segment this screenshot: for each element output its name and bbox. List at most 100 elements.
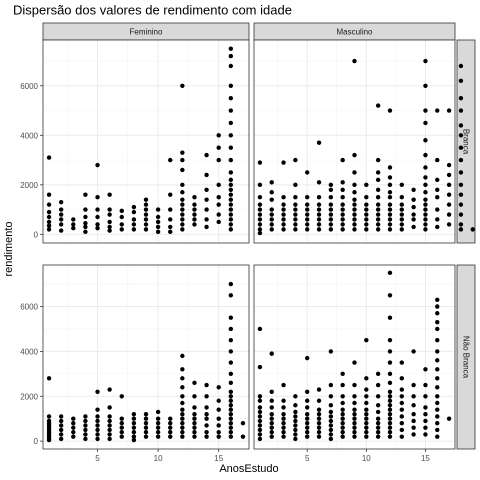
data-point [180, 434, 185, 439]
data-point [375, 217, 381, 222]
data-point [435, 337, 440, 343]
data-point [192, 429, 197, 435]
data-point [95, 207, 100, 212]
data-point [293, 207, 298, 212]
data-point [168, 217, 173, 222]
data-point [257, 207, 263, 212]
data-point [180, 197, 185, 202]
data-point [458, 227, 464, 232]
data-point [281, 195, 286, 200]
data-point [155, 420, 161, 426]
data-point [257, 414, 263, 419]
data-point [328, 202, 334, 207]
data-point [281, 212, 286, 217]
data-point [257, 423, 263, 428]
data-point [155, 429, 161, 435]
data-point [364, 212, 369, 217]
data-point [364, 407, 369, 412]
data-point [435, 320, 440, 325]
data-point [180, 420, 185, 426]
data-point [228, 337, 234, 343]
data-point [399, 207, 404, 212]
data-point [46, 192, 52, 197]
data-point [180, 207, 185, 212]
data-point [446, 416, 452, 421]
data-point [228, 416, 234, 421]
facet-strip-col-label: Feminino [130, 28, 163, 37]
data-point [364, 416, 369, 421]
data-point [316, 420, 322, 426]
data-point [269, 217, 274, 222]
data-point [58, 432, 64, 437]
data-point [446, 162, 452, 168]
data-point [257, 409, 263, 415]
data-point [228, 293, 234, 298]
data-point [71, 225, 76, 231]
x-tick-label: 15 [421, 454, 430, 463]
data-point [46, 414, 52, 419]
data-point [305, 227, 310, 232]
data-point [458, 170, 464, 175]
data-point [375, 187, 381, 192]
data-point [228, 212, 234, 217]
data-point [46, 437, 52, 443]
data-point [281, 382, 286, 388]
data-point [375, 195, 381, 200]
data-point [446, 172, 452, 178]
data-point [131, 416, 137, 421]
data-point [46, 219, 52, 225]
data-point [364, 222, 369, 227]
data-point [435, 207, 440, 212]
data-point [305, 202, 310, 207]
facet-panel: 5 10 15 [253, 264, 456, 463]
data-point [257, 212, 263, 217]
data-point [131, 227, 137, 232]
data-point [257, 364, 263, 370]
data-point [352, 152, 357, 158]
data-point [352, 190, 357, 195]
data-point [293, 409, 298, 415]
data-point [180, 150, 185, 155]
data-point [399, 202, 404, 207]
data-point [192, 420, 197, 426]
data-point [352, 207, 357, 212]
data-point [305, 420, 310, 426]
data-point [269, 180, 274, 185]
data-point [180, 385, 185, 390]
data-point [131, 222, 137, 227]
data-point [316, 429, 322, 435]
data-point [228, 407, 234, 412]
data-point [155, 219, 161, 225]
data-point [204, 434, 209, 439]
data-point [155, 214, 161, 220]
data-point [316, 207, 322, 212]
data-point [95, 423, 100, 428]
data-point [58, 228, 64, 233]
data-point [375, 170, 381, 175]
data-point [364, 195, 369, 200]
data-point [71, 425, 76, 430]
data-point [204, 394, 209, 399]
data-point [269, 429, 274, 435]
data-point [387, 380, 393, 386]
data-point [95, 427, 100, 433]
data-point [387, 394, 393, 399]
data-point [316, 412, 322, 417]
data-point [435, 187, 440, 192]
data-point [293, 432, 298, 437]
data-point [107, 387, 112, 392]
data-point [316, 434, 322, 439]
data-point [58, 423, 64, 428]
panel-border [253, 39, 456, 244]
data-point [107, 212, 112, 217]
data-point [180, 367, 185, 372]
data-point [269, 190, 274, 195]
data-point [228, 434, 234, 439]
data-point [168, 429, 173, 435]
data-point [269, 434, 274, 439]
data-point [435, 297, 440, 302]
data-point [269, 222, 274, 227]
data-point [435, 434, 440, 439]
panel-border [42, 39, 250, 244]
data-point [83, 224, 88, 230]
